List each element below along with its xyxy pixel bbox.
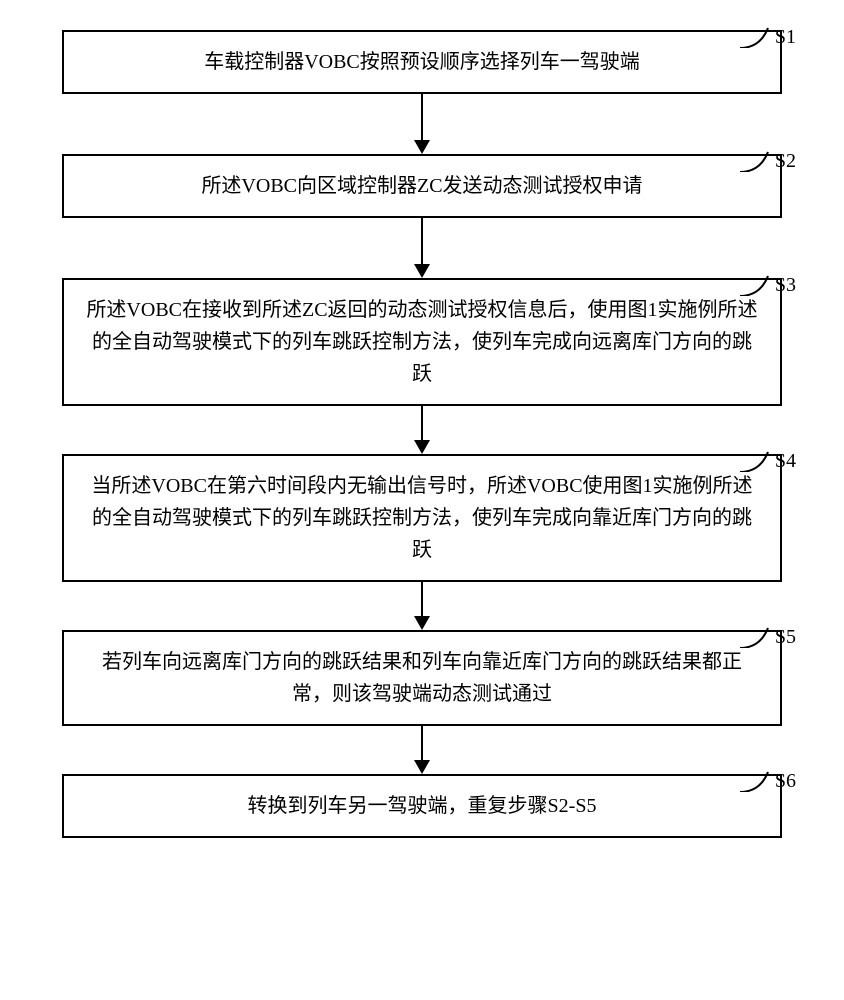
flow-step: 转换到列车另一驾驶端，重复步骤S2-S5S6 [40, 774, 804, 838]
arrow-head-icon [414, 440, 430, 454]
arrow-line [421, 726, 423, 760]
flow-box: 车载控制器VOBC按照预设顺序选择列车一驾驶端 [62, 30, 782, 94]
step-label: S6 [775, 770, 796, 793]
flow-box: 所述VOBC向区域控制器ZC发送动态测试授权申请 [62, 154, 782, 218]
flowchart-container: 车载控制器VOBC按照预设顺序选择列车一驾驶端S1 所述VOBC向区域控制器ZC发… [40, 30, 804, 838]
flow-step: 所述VOBC向区域控制器ZC发送动态测试授权申请S2 [40, 154, 804, 218]
arrow-line [421, 218, 423, 264]
flow-step: 车载控制器VOBC按照预设顺序选择列车一驾驶端S1 [40, 30, 804, 94]
step-label: S4 [775, 450, 796, 473]
flow-box: 所述VOBC在接收到所述ZC返回的动态测试授权信息后，使用图1实施例所述的全自动… [62, 278, 782, 406]
flow-box: 当所述VOBC在第六时间段内无输出信号时，所述VOBC使用图1实施例所述的全自动… [62, 454, 782, 582]
flow-step: 所述VOBC在接收到所述ZC返回的动态测试授权信息后，使用图1实施例所述的全自动… [40, 278, 804, 406]
step-label: S1 [775, 26, 796, 49]
flow-arrow [414, 582, 430, 630]
step-label: S2 [775, 150, 796, 173]
step-label: S3 [775, 274, 796, 297]
arrow-line [421, 406, 423, 440]
arrow-head-icon [414, 140, 430, 154]
arrow-head-icon [414, 760, 430, 774]
flow-box: 若列车向远离库门方向的跳跃结果和列车向靠近库门方向的跳跃结果都正常，则该驾驶端动… [62, 630, 782, 726]
flow-arrow [414, 218, 430, 278]
arrow-line [421, 582, 423, 616]
step-label: S5 [775, 626, 796, 649]
flow-arrow [414, 726, 430, 774]
flow-arrow [414, 406, 430, 454]
flow-step: 若列车向远离库门方向的跳跃结果和列车向靠近库门方向的跳跃结果都正常，则该驾驶端动… [40, 630, 804, 726]
arrow-head-icon [414, 264, 430, 278]
flow-step: 当所述VOBC在第六时间段内无输出信号时，所述VOBC使用图1实施例所述的全自动… [40, 454, 804, 582]
flow-box: 转换到列车另一驾驶端，重复步骤S2-S5 [62, 774, 782, 838]
flow-arrow [414, 94, 430, 154]
arrow-line [421, 94, 423, 140]
arrow-head-icon [414, 616, 430, 630]
